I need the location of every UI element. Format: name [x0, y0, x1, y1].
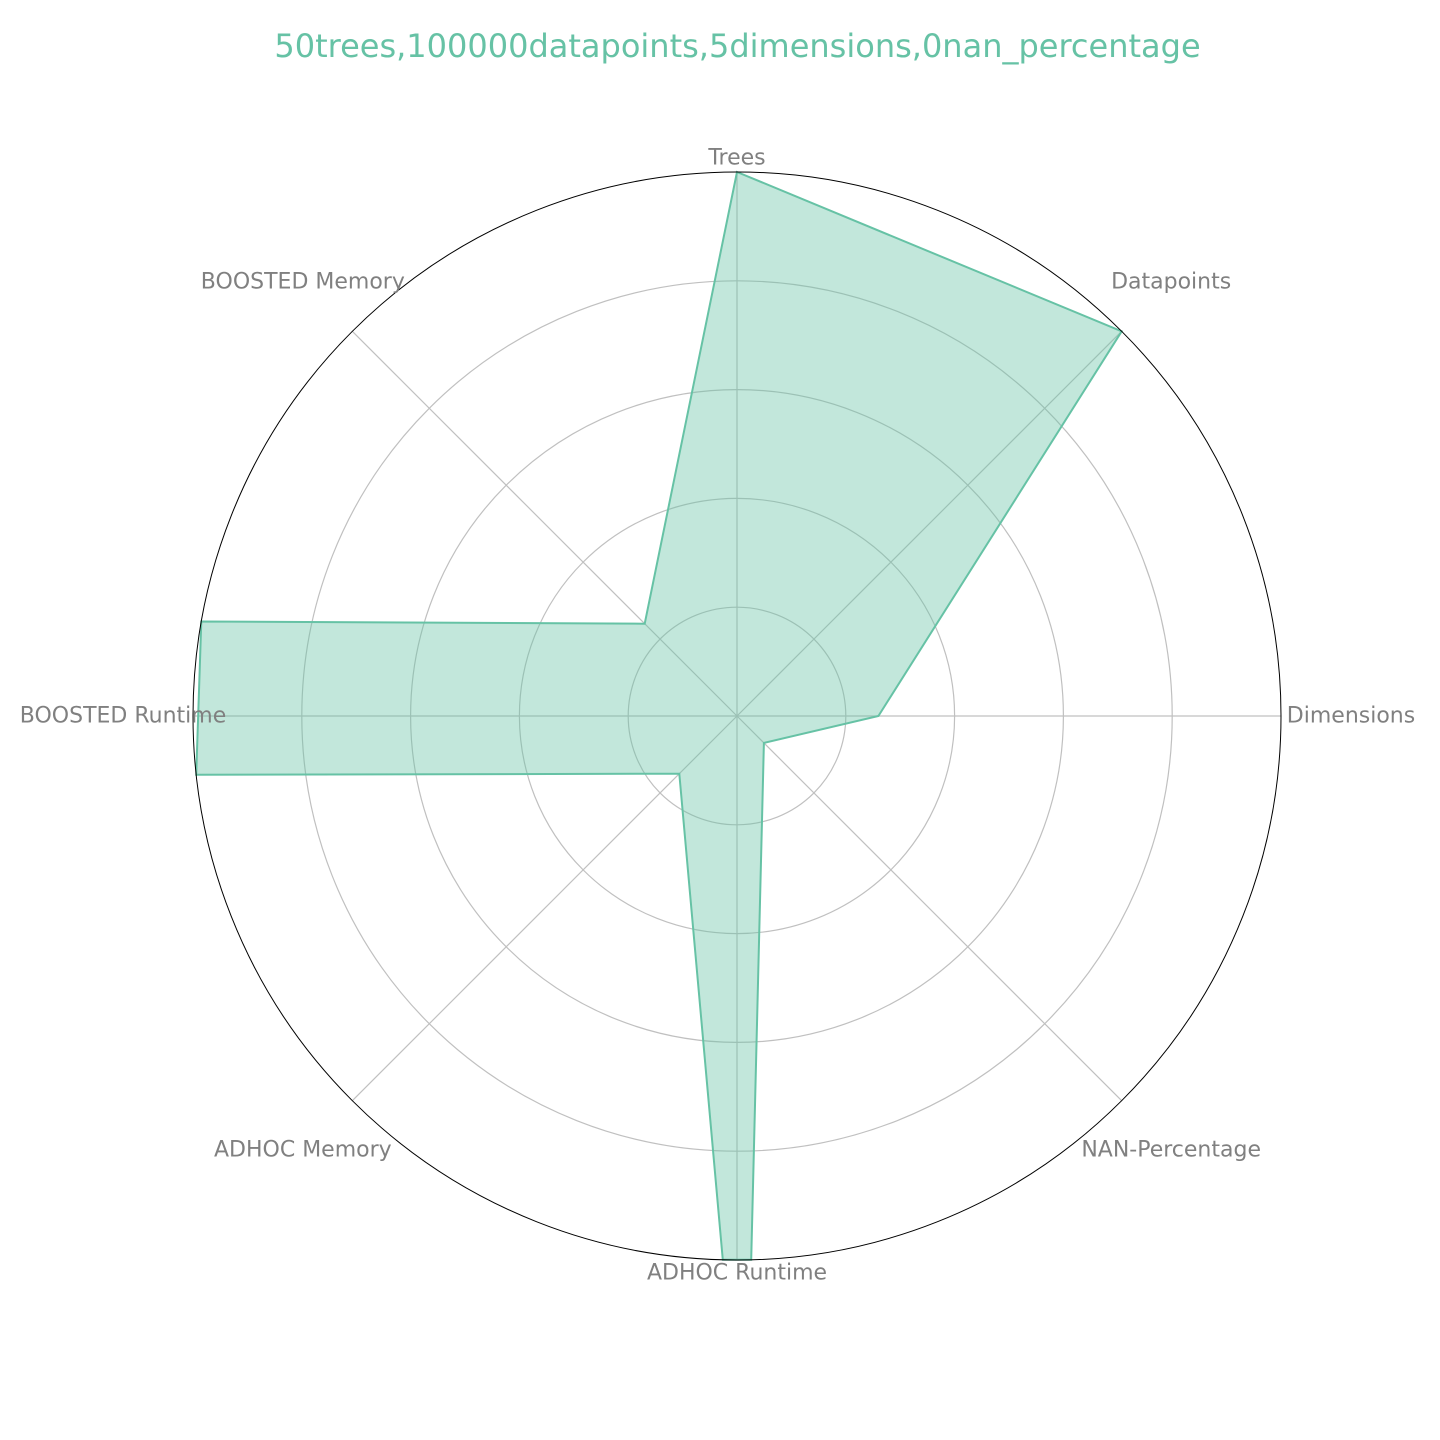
grid-spoke-6 [351, 715, 738, 1102]
grid-spoke-4 [736, 715, 1123, 1102]
axis-label-adhoc-memory: ADHOC Memory [214, 1138, 392, 1163]
axis-label-trees: Trees [707, 146, 765, 171]
outer-ring [192, 171, 1282, 1261]
outer-ring-layer [192, 171, 1282, 1261]
axis-label-adhoc-runtime: ADHOC Runtime [647, 1261, 827, 1286]
axis-labels: Trees Datapoints Dimensions NAN-Percentage A… [20, 146, 1415, 1286]
grid-spoke-2 [736, 330, 1123, 717]
axis-label-boosted-runtime: BOOSTED Runtime [20, 704, 226, 729]
axis-label-dimensions: Dimensions [1287, 704, 1415, 729]
axis-label-datapoints: Datapoints [1111, 269, 1231, 294]
axis-label-nan-percentage: NAN-Percentage [1081, 1138, 1261, 1163]
grid-spoke-8 [351, 330, 738, 717]
axis-label-boosted-memory: BOOSTED Memory [201, 269, 405, 294]
grid-spokes [193, 172, 1281, 1260]
chart-title: 50trees,100000datapoints,5dimensions,0na… [274, 27, 1201, 65]
